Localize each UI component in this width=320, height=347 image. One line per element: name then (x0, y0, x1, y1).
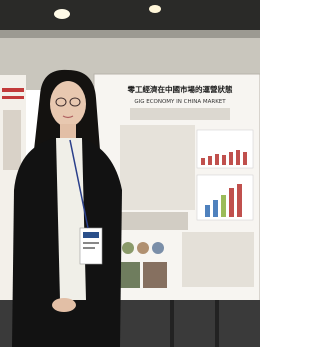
light (149, 5, 161, 13)
poster-text-block (182, 232, 254, 287)
poster-image (143, 262, 167, 288)
ceiling (0, 0, 260, 30)
wall-trim (0, 30, 260, 38)
poster-authors (130, 108, 230, 120)
left-poster-text (3, 110, 21, 170)
left-poster-heading (2, 88, 24, 92)
poster-image (122, 242, 134, 254)
photo: 零工經濟在中國市場的運營狀態 GIG ECONOMY IN CHINA MARK… (0, 0, 260, 347)
poster-title: 零工經濟在中國市場的運營狀態 (127, 84, 233, 94)
page: 零工經濟在中國市場的運營狀態 GIG ECONOMY IN CHINA MARK… (0, 0, 260, 347)
poster-text-block (120, 125, 195, 210)
stand (215, 300, 219, 347)
stand (170, 300, 174, 347)
poster-image (152, 242, 164, 254)
poster-text-block (120, 212, 188, 230)
poster-subtitle: GIG ECONOMY IN CHINA MARKET (134, 99, 226, 105)
left-poster-heading (2, 96, 24, 99)
poster-image (137, 242, 149, 254)
light (54, 9, 70, 19)
poster-image (118, 262, 140, 288)
